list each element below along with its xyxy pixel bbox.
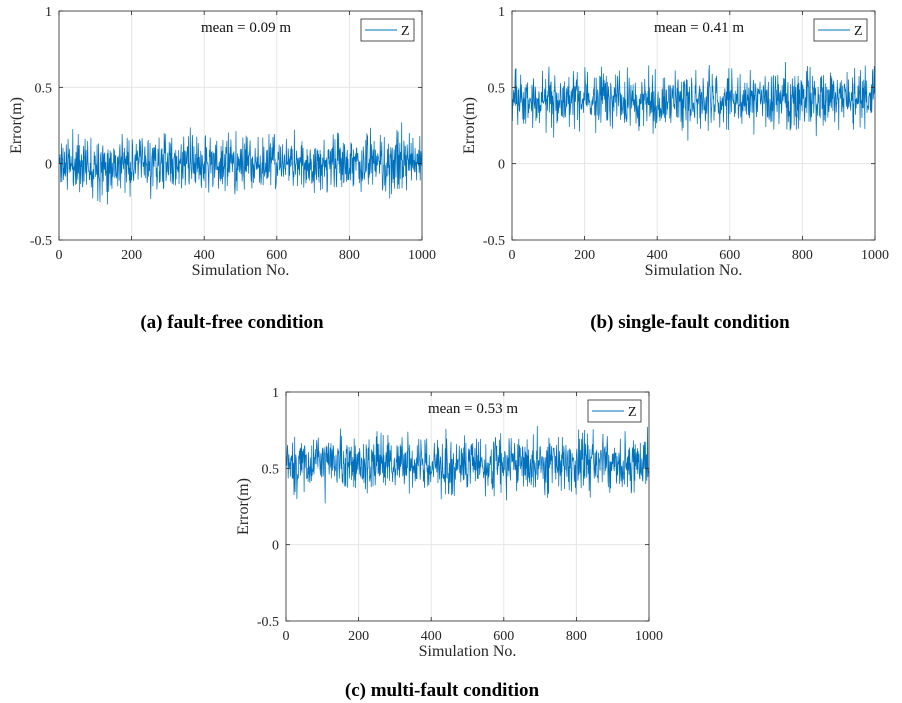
axes-frame: [511, 10, 876, 241]
x-tick-label: 400: [647, 248, 668, 263]
x-tick-label: 800: [792, 248, 813, 263]
series-line-z: [285, 425, 650, 504]
y-tick-label: 1: [272, 386, 279, 401]
y-axis-label: Error(m): [461, 97, 478, 154]
legend: Z: [813, 18, 868, 42]
x-tick-label: 0: [56, 248, 63, 263]
x-axis-label: Simulation No.: [419, 643, 517, 660]
y-tick-label: 1: [45, 5, 52, 20]
x-tick-label: 800: [339, 248, 360, 263]
axes-frame: [285, 391, 650, 622]
chart-panel-c: 0 200 400 600 800 1000 -0.5 0 0.5 1 Simulation No.…: [235, 386, 663, 660]
y-tick-label: 0.5: [262, 462, 280, 477]
y-tick-label: 0: [272, 539, 279, 554]
plot-area: [286, 392, 649, 621]
y-tick-label: 0.5: [35, 81, 53, 96]
x-tick-label: 200: [574, 248, 595, 263]
plot-area: [59, 11, 422, 240]
x-tick-label: 600: [493, 629, 514, 644]
y-tick-label: -0.5: [483, 234, 505, 249]
y-tick-label: 1: [498, 5, 505, 20]
caption-b: (b) single-fault condition: [590, 312, 790, 333]
y-tick-label: 0: [498, 158, 505, 173]
chart-panel-b: 0 200 400 600 800 1000 -0.5 0 0.5 1 Simulation No.…: [461, 5, 889, 279]
legend-label: Z: [628, 405, 637, 420]
mean-annotation: mean = 0.41 m: [654, 20, 744, 36]
x-tick-label: 1000: [408, 248, 436, 263]
y-tick-label: -0.5: [257, 615, 279, 630]
x-tick-label: 200: [121, 248, 142, 263]
x-tick-label: 1000: [635, 629, 663, 644]
x-tick-label: 600: [266, 248, 287, 263]
caption-a: (a) fault-free condition: [140, 312, 324, 333]
y-tick-label: -0.5: [30, 234, 52, 249]
x-tick-label: 600: [719, 248, 740, 263]
x-axis-label: Simulation No.: [192, 262, 290, 279]
series-line-z: [58, 122, 423, 205]
y-tick-label: 0: [45, 158, 52, 173]
x-tick-label: 800: [566, 629, 587, 644]
chart-panel-a: 0 200 400 600 800 1000 -0.5 0 0.5 1 Simulation No.…: [8, 5, 436, 279]
x-tick-label: 200: [348, 629, 369, 644]
x-tick-label: 400: [194, 248, 215, 263]
x-tick-label: 400: [421, 629, 442, 644]
legend-label: Z: [401, 24, 410, 39]
y-axis-label: Error(m): [235, 478, 252, 535]
mean-annotation: mean = 0.09 m: [201, 20, 291, 36]
y-axis-label: Error(m): [8, 97, 25, 154]
legend: Z: [360, 18, 415, 42]
legend: Z: [587, 399, 642, 423]
series-line-z: [511, 61, 876, 141]
y-tick-label: 0.5: [488, 81, 506, 96]
axes-frame: [58, 10, 423, 241]
legend-label: Z: [854, 24, 863, 39]
plot-area: [512, 11, 875, 240]
x-tick-label: 0: [283, 629, 290, 644]
x-tick-label: 1000: [861, 248, 889, 263]
x-tick-label: 0: [509, 248, 516, 263]
x-axis-label: Simulation No.: [645, 262, 743, 279]
caption-c: (c) multi-fault condition: [345, 680, 540, 701]
mean-annotation: mean = 0.53 m: [428, 401, 518, 417]
